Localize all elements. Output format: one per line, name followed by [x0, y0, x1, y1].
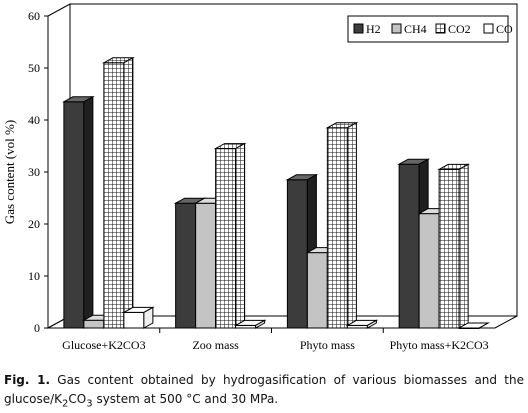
y-tick-label: 10	[28, 269, 40, 283]
legend-swatch	[435, 23, 446, 34]
figure-caption: Fig. 1. Gas content obtained by hydrogas…	[4, 371, 524, 413]
bar-front	[175, 202, 197, 329]
bar	[457, 322, 491, 329]
x-tick-label: Phyto mass	[300, 338, 355, 352]
bar-front	[306, 252, 328, 329]
bar	[101, 56, 135, 329]
bar	[345, 319, 379, 329]
caption-text-end: system at 500 °C and 30 MPa.	[92, 392, 279, 406]
bar-chart: 0 10 20 30 40 50 60 Glucose+K2CO3 Zoo mass Phyto …	[2, 3, 518, 352]
caption-subscript: 2	[62, 398, 69, 410]
legend-swatch	[391, 23, 402, 34]
bar	[325, 121, 359, 329]
x-tick-label: Phyto mass+K2CO3	[390, 338, 489, 352]
bar-front	[103, 62, 125, 329]
y-axis-label: Gas content (vol %)	[2, 120, 17, 224]
bar-side	[366, 319, 377, 329]
bar-front	[83, 319, 105, 329]
legend-swatch	[483, 23, 494, 34]
legend-swatch	[353, 23, 364, 34]
bar-side	[143, 306, 154, 329]
legend-label: CO2	[448, 22, 471, 36]
y-tick-label: 40	[28, 113, 40, 127]
bar-front	[438, 168, 460, 329]
legend-box	[347, 15, 509, 43]
bar-front	[326, 127, 348, 329]
bar-front	[123, 311, 145, 329]
bar	[121, 306, 155, 329]
bar-front	[418, 213, 440, 329]
y-tick-label: 0	[34, 321, 40, 335]
legend-label: CO	[496, 22, 513, 36]
bar-side	[83, 95, 94, 329]
bar	[213, 142, 247, 329]
y-tick-label: 20	[28, 217, 40, 231]
legend: H2 CH4 CO2 CO	[347, 15, 513, 43]
bar-front	[63, 101, 85, 329]
bar-side	[123, 56, 134, 329]
y-tick-label: 30	[28, 165, 40, 179]
bar	[437, 163, 471, 329]
bar-front	[398, 163, 420, 329]
legend-label: H2	[366, 22, 381, 36]
chart-bars	[61, 56, 491, 329]
bar	[61, 95, 95, 329]
y-tick-label: 50	[28, 61, 40, 75]
bar-front	[195, 202, 217, 329]
bar-side	[235, 142, 246, 329]
caption-subscript-2: 3	[86, 398, 93, 410]
y-tick-label: 60	[28, 9, 40, 23]
bar-front	[215, 148, 237, 329]
bar-front	[286, 179, 308, 329]
x-tick-label: Zoo mass	[192, 338, 239, 352]
caption-label: Fig. 1.	[4, 373, 51, 387]
legend-label: CH4	[404, 22, 427, 36]
bar-side	[346, 121, 357, 329]
chart-axes: 0 10 20 30 40 50 60 Glucose+K2CO3 Zoo mass Phyto …	[28, 9, 495, 352]
x-tick-label: Glucose+K2CO3	[62, 338, 145, 352]
caption-text-middle: CO	[68, 392, 87, 406]
bar-side	[255, 319, 266, 329]
bar-side	[478, 322, 489, 329]
caption-text: Gas content obtained by hydrogasificatio…	[4, 373, 524, 406]
bar-side	[458, 163, 469, 329]
bar	[233, 319, 267, 329]
